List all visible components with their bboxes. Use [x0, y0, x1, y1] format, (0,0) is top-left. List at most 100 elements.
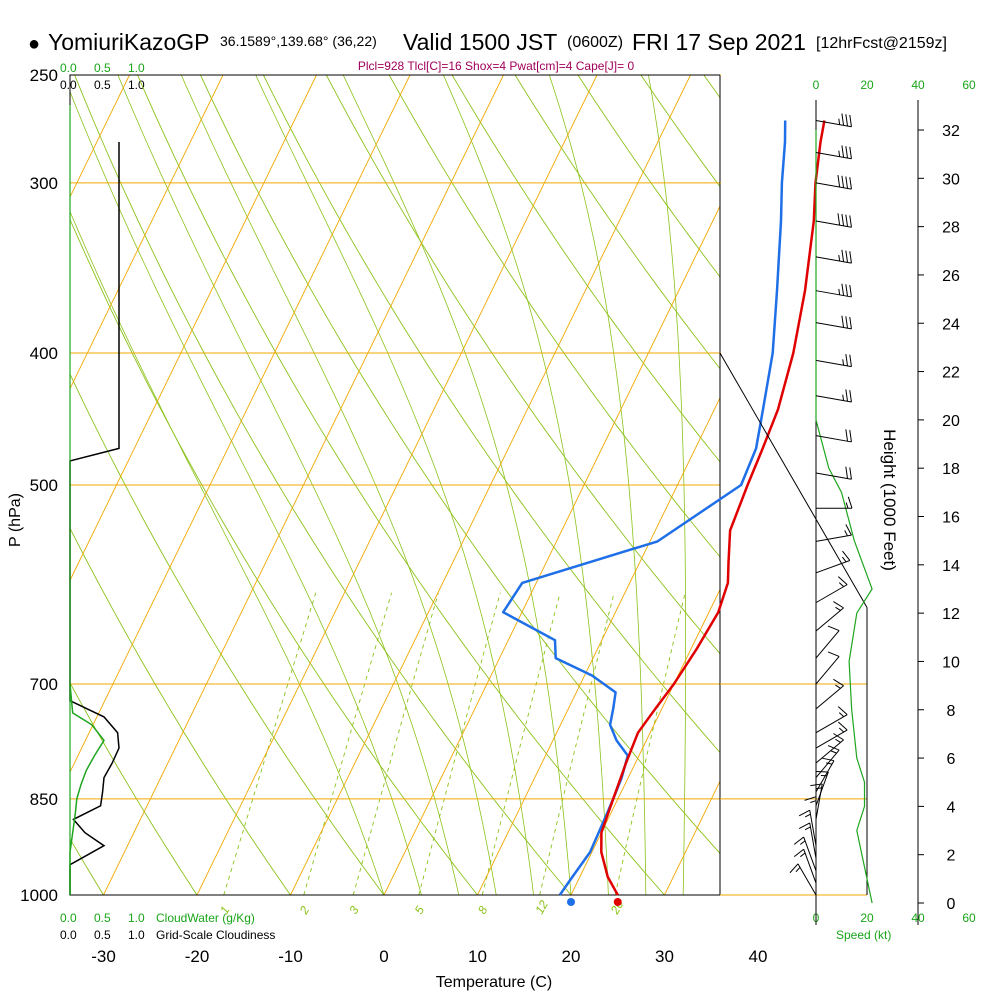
dry-adiabat — [262, 75, 720, 754]
barb-feather — [838, 118, 841, 125]
barb-feather — [835, 738, 841, 743]
dry-adiabat — [74, 75, 572, 895]
mixing-ratio-line — [223, 592, 317, 895]
barb-feather — [822, 757, 835, 762]
barb-feather — [845, 353, 849, 366]
temperature-tick-label: 30 — [655, 947, 674, 966]
pressure-tick-label: 700 — [30, 675, 58, 694]
barb-feather — [838, 582, 845, 587]
surface-temperature-marker — [613, 898, 622, 906]
barb-staff — [815, 290, 852, 298]
height-tick-label: 0 — [947, 896, 956, 913]
speed-tick-top-2: 40 — [911, 78, 925, 92]
x-axis-title: Temperature (C) — [436, 974, 552, 991]
valid-time: Valid 1500 JST — [403, 29, 557, 55]
height-tick-label: 24 — [942, 316, 960, 333]
barb-feather — [849, 146, 852, 159]
wind-barb — [793, 848, 817, 884]
barb-feather — [845, 524, 852, 536]
wind-barb — [815, 113, 852, 128]
wind-barb — [815, 625, 840, 659]
moist-adiabat — [648, 75, 686, 895]
barb-staff — [815, 560, 850, 574]
wind-barb — [815, 678, 844, 710]
barb-staff — [815, 359, 852, 368]
barb-feather — [849, 354, 852, 367]
pressure-tick-label: 300 — [30, 174, 58, 193]
cloudwater-tick-bottom-2: 1.0 — [128, 911, 145, 925]
wind-barb — [815, 175, 852, 190]
barb-feather — [847, 496, 853, 509]
barb-feather — [837, 721, 848, 731]
height-axis-title: Height (1000 Feet) — [880, 429, 899, 571]
barb-feather — [833, 733, 844, 741]
wind-barb — [815, 721, 848, 749]
barb-staff — [815, 630, 840, 659]
temperature-tick-label: -30 — [91, 947, 116, 966]
barb-staff — [815, 435, 852, 443]
mixing-ratio-line — [614, 592, 686, 895]
valid-date: FRI 17 Sep 2021 — [632, 29, 806, 55]
barb-feather — [841, 249, 845, 262]
barb-feather — [810, 800, 817, 804]
barb-feather — [830, 750, 837, 754]
barb-feather — [842, 394, 845, 401]
temperature-tick-label: 40 — [749, 947, 768, 966]
barb-feather — [845, 429, 849, 442]
wind-barb — [815, 145, 852, 160]
barb-feather — [804, 826, 811, 831]
barb-staff — [815, 714, 848, 734]
barb-feather — [849, 284, 852, 298]
wind-barb — [816, 496, 853, 509]
dry-adiabat — [70, 527, 291, 895]
barb-staff — [815, 607, 844, 632]
speed-label: Speed (kt) — [836, 928, 891, 942]
barb-staff — [815, 760, 835, 793]
dry-adiabat — [325, 75, 720, 655]
wind-barb — [815, 745, 840, 778]
barb-feather — [815, 787, 822, 790]
cloudiness-tick-bottom-2: 1.0 — [128, 928, 145, 942]
wind-barb — [810, 783, 823, 820]
barb-staff — [815, 472, 852, 480]
pressure-tick-label: 850 — [30, 790, 58, 809]
barb-feather — [800, 852, 806, 858]
pressure-tick-label: 500 — [30, 476, 58, 495]
cloudwater-tick-top-1: 0.5 — [94, 61, 111, 75]
dry-adiabat — [388, 75, 720, 558]
wind-barb — [815, 706, 848, 734]
barb-feather — [798, 822, 810, 830]
mixing-ratio-line — [303, 592, 393, 895]
wind-barb — [815, 315, 852, 330]
barb-feather — [837, 576, 848, 585]
height-tick-label: 22 — [942, 365, 960, 382]
barb-feather — [845, 502, 849, 509]
height-tick-label: 26 — [942, 268, 960, 285]
barb-feather — [838, 288, 841, 295]
cloudiness-tick-top-1: 0.5 — [94, 78, 111, 92]
barb-feather — [849, 429, 852, 443]
barb-feather — [849, 114, 852, 127]
mixing-ratio-line — [352, 592, 439, 895]
dry-adiabat — [514, 75, 720, 370]
barb-feather — [849, 467, 852, 480]
barb-feather — [827, 745, 840, 751]
height-tick-label: 30 — [942, 171, 960, 188]
barb-feather — [827, 625, 840, 632]
dry-adiabat — [70, 218, 478, 895]
wind-barb — [815, 757, 835, 793]
height-tick-label: 8 — [947, 703, 956, 720]
barb-feather — [793, 848, 804, 858]
barb-staff — [815, 729, 848, 749]
height-tick-label: 16 — [942, 510, 960, 527]
barb-staff — [815, 322, 852, 330]
barb-staff — [815, 584, 848, 604]
barb-feather — [849, 251, 852, 264]
barb-feather — [835, 684, 841, 689]
stability-indices: Plcl=928 Tlcl[C]=16 Shox=4 Pwat[cm]=4 Ca… — [358, 59, 635, 73]
cloudwater-label: CloudWater (g/Kg) — [156, 911, 255, 925]
barb-feather — [804, 813, 811, 818]
barb-feather — [837, 706, 848, 716]
station-name: YomiuriKazoGP — [48, 29, 210, 55]
